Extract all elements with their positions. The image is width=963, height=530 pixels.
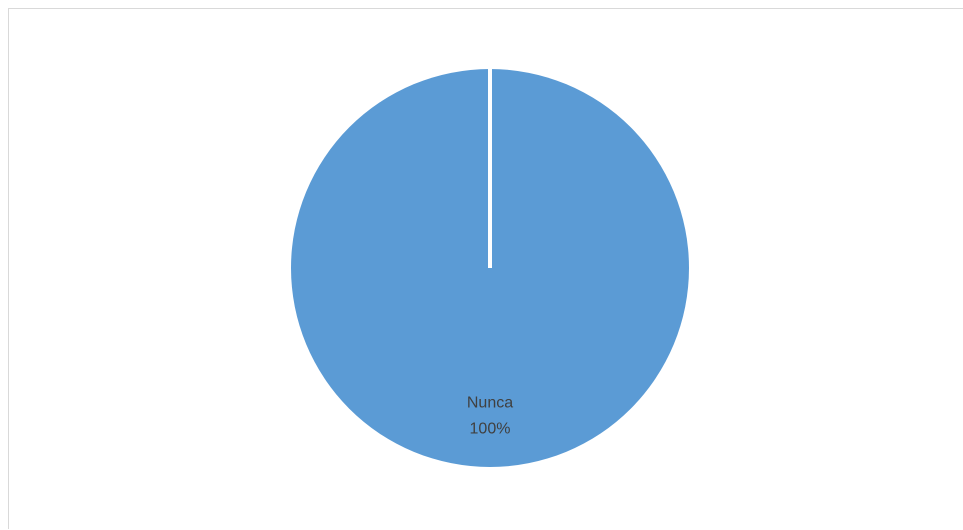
chart-area: Nunca 100% — [8, 8, 963, 529]
slice-percent-label: 100% — [470, 420, 511, 437]
slice-category-label: Nunca — [467, 394, 513, 411]
pie-chart: Nunca 100% — [291, 69, 689, 467]
